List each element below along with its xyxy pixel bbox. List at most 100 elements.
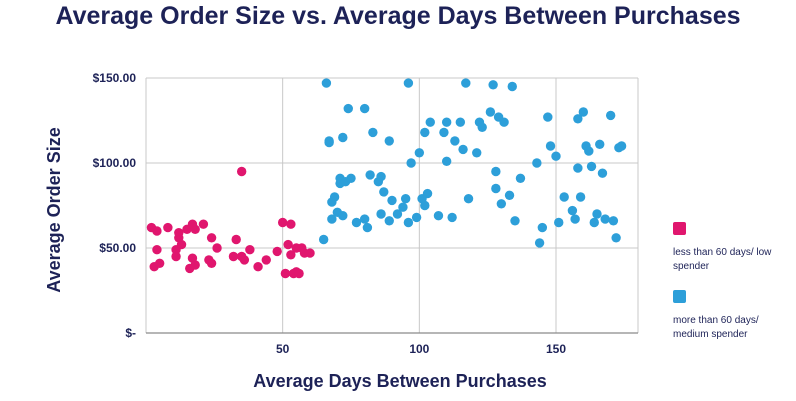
- x-axis-title: Average Days Between Purchases: [253, 371, 546, 391]
- data-point-medium-spender: [472, 148, 482, 158]
- data-point-medium-spender: [554, 217, 564, 228]
- y-tick-label: $150.00: [93, 71, 137, 85]
- data-point-low-spender: [190, 224, 200, 234]
- data-point-medium-spender: [463, 194, 474, 204]
- data-point-medium-spender: [338, 132, 348, 143]
- data-point-medium-spender: [359, 103, 370, 114]
- x-tick-label: 100: [409, 342, 429, 356]
- data-point-low-spender: [154, 258, 165, 268]
- data-point-medium-spender: [491, 183, 501, 194]
- data-point-low-spender: [294, 268, 304, 279]
- data-point-low-spender: [231, 234, 241, 245]
- data-point-medium-spender: [578, 107, 589, 117]
- data-point-medium-spender: [510, 216, 520, 226]
- data-point-medium-spender: [559, 192, 569, 202]
- data-point-low-spender: [286, 250, 296, 260]
- data-point-medium-spender: [534, 238, 545, 248]
- x-tick-label: 150: [546, 342, 566, 356]
- data-point-medium-spender: [439, 127, 449, 138]
- data-point-low-spender: [190, 260, 200, 270]
- data-point-medium-spender: [532, 158, 542, 168]
- data-point-medium-spender: [600, 214, 610, 224]
- data-point-medium-spender: [422, 188, 433, 199]
- data-point-low-spender: [305, 248, 315, 258]
- data-point-low-spender: [212, 243, 222, 253]
- data-point-medium-spender: [411, 212, 422, 223]
- data-point-medium-spender: [499, 117, 509, 127]
- data-point-low-spender: [206, 258, 217, 268]
- data-point-medium-spender: [589, 217, 599, 228]
- data-point-medium-spender: [338, 211, 348, 221]
- data-point-medium-spender: [592, 209, 602, 219]
- x-tick-label: 50: [276, 342, 290, 356]
- data-point-low-spender: [239, 255, 250, 265]
- data-point-medium-spender: [477, 122, 487, 132]
- data-point-medium-spender: [343, 103, 353, 114]
- data-point-medium-spender: [488, 80, 498, 90]
- legend-swatch-low-spender: [673, 222, 686, 235]
- data-point-low-spender: [283, 239, 293, 250]
- data-point-medium-spender: [458, 144, 468, 155]
- data-point-medium-spender: [384, 216, 394, 226]
- data-point-medium-spender: [570, 214, 580, 224]
- data-point-medium-spender: [351, 217, 362, 228]
- data-point-low-spender: [261, 255, 271, 265]
- data-point-low-spender: [228, 251, 239, 262]
- data-point-low-spender: [198, 219, 209, 229]
- y-axis-title: Average Order Size: [44, 127, 64, 292]
- data-point-low-spender: [245, 245, 255, 255]
- data-point-medium-spender: [433, 211, 444, 221]
- data-point-medium-spender: [379, 187, 389, 197]
- legend-label-low-spender: less than 60 days/ low spender: [673, 247, 772, 272]
- data-point-medium-spender: [605, 110, 616, 121]
- data-point-medium-spender: [398, 202, 408, 212]
- data-point-medium-spender: [318, 234, 329, 245]
- data-point-low-spender: [163, 222, 173, 233]
- data-point-medium-spender: [441, 156, 452, 166]
- data-point-medium-spender: [420, 127, 430, 138]
- data-point-medium-spender: [329, 192, 340, 202]
- data-point-medium-spender: [461, 78, 471, 88]
- tick-labels: $- $50.00 $100.00 $150.00 50 100 150: [93, 71, 567, 356]
- data-point-medium-spender: [392, 209, 403, 219]
- data-point-medium-spender: [504, 190, 515, 200]
- data-point-medium-spender: [573, 114, 583, 124]
- data-point-medium-spender: [365, 170, 375, 180]
- data-point-medium-spender: [573, 163, 583, 173]
- data-point-medium-spender: [376, 171, 386, 182]
- data-point-low-spender: [286, 219, 296, 229]
- data-point-medium-spender: [485, 107, 496, 117]
- grid-lines: [145, 77, 639, 333]
- data-point-low-spender: [152, 226, 162, 236]
- y-tick-label: $100.00: [93, 156, 137, 170]
- data-point-medium-spender: [611, 233, 621, 243]
- data-point-medium-spender: [324, 136, 334, 146]
- data-point-low-spender: [277, 217, 288, 228]
- data-point-medium-spender: [537, 222, 548, 233]
- data-point-medium-spender: [447, 212, 457, 223]
- data-point-low-spender: [152, 245, 162, 255]
- data-point-low-spender: [176, 239, 187, 250]
- data-point-medium-spender: [567, 205, 578, 216]
- data-point-medium-spender: [441, 117, 452, 127]
- data-point-medium-spender: [584, 146, 594, 156]
- data-point-low-spender: [272, 246, 282, 257]
- data-point-medium-spender: [551, 151, 561, 161]
- data-point-medium-spender: [327, 214, 337, 224]
- data-point-medium-spender: [387, 195, 397, 206]
- data-point-medium-spender: [575, 192, 586, 202]
- data-point-medium-spender: [425, 117, 435, 127]
- data-point-medium-spender: [362, 222, 373, 233]
- legend-label-medium-spender: more than 60 days/ medium spender: [673, 315, 759, 340]
- data-point-low-spender: [206, 233, 217, 243]
- data-point-low-spender: [253, 262, 263, 272]
- data-point-medium-spender: [384, 136, 394, 146]
- data-point-medium-spender: [359, 214, 370, 224]
- data-point-medium-spender: [586, 161, 597, 172]
- legend-swatch-medium-spender: [673, 290, 686, 303]
- data-point-medium-spender: [455, 117, 466, 127]
- data-point-medium-spender: [545, 141, 556, 151]
- y-tick-label: $50.00: [99, 241, 136, 255]
- data-point-medium-spender: [400, 194, 411, 204]
